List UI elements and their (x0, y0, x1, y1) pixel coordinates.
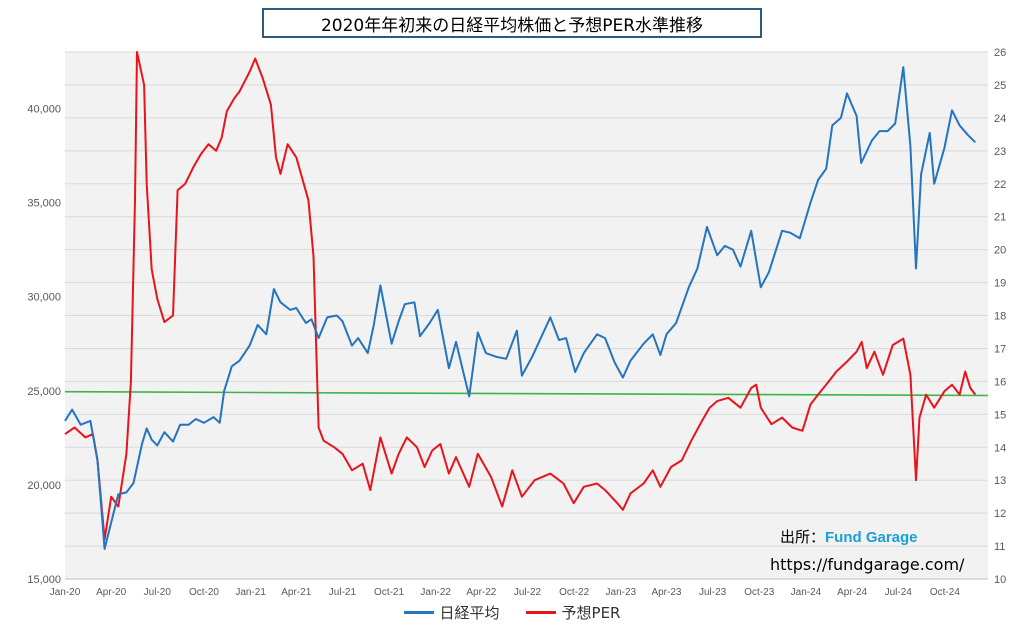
x-tick-label: Jan-20 (50, 587, 81, 598)
x-tick-label: Apr-20 (96, 587, 126, 598)
y-left-tick-label: 15,000 (27, 574, 61, 586)
y-left-tick-label: 35,000 (27, 198, 61, 210)
y-right-tick-label: 26 (994, 47, 1006, 59)
x-tick-label: Oct-24 (930, 587, 960, 598)
source-label: 出所： (780, 528, 826, 546)
reference-line (64, 390, 989, 397)
legend-swatch-per (525, 610, 556, 614)
y-left-tick-label: 30,000 (27, 292, 61, 304)
y-right-tick-label: 25 (994, 80, 1006, 92)
x-tick-label: Apr-22 (466, 587, 496, 598)
y-right-tick-label: 20 (994, 245, 1006, 257)
y-right-tick-label: 15 (994, 409, 1006, 421)
source-url: https://fundgarage.com/ (770, 555, 965, 574)
y-right-tick-label: 17 (994, 343, 1006, 355)
x-tick-label: Jul-20 (144, 587, 172, 598)
y-right-tick-label: 11 (994, 541, 1005, 553)
y-left-tick-label: 20,000 (27, 480, 61, 492)
x-tick-label: Apr-23 (651, 587, 681, 598)
y-left-tick-label: 40,000 (27, 103, 61, 115)
y-right-tick-label: 12 (994, 508, 1006, 520)
x-tick-label: Jul-22 (514, 587, 542, 598)
series-line-per (64, 51, 977, 541)
x-tick-label: Oct-21 (374, 587, 404, 598)
y-right-tick-label: 24 (994, 113, 1006, 125)
x-tick-label: Jan-23 (606, 587, 637, 598)
x-tick-label: Jul-24 (885, 587, 913, 598)
x-tick-label: Apr-24 (837, 587, 867, 598)
source-credit: 出所：Fund Garage (780, 526, 918, 547)
series-line-nikkei (64, 66, 977, 550)
legend-label-per: 予想PER (561, 603, 621, 622)
legend-swatch-nikkei (403, 610, 434, 614)
x-tick-label: Oct-22 (559, 587, 589, 598)
y-right-tick-label: 10 (994, 574, 1006, 586)
y-right-tick-label: 18 (994, 311, 1006, 323)
y-right-tick-label: 14 (994, 442, 1006, 454)
y-right-tick-label: 16 (994, 376, 1006, 388)
x-tick-label: Jul-21 (329, 587, 357, 598)
y-right-tick-label: 23 (994, 146, 1006, 158)
x-tick-label: Apr-21 (281, 587, 311, 598)
y-right-tick-label: 21 (994, 212, 1006, 224)
y-right-tick-label: 22 (994, 179, 1006, 191)
y-right-tick-label: 19 (994, 278, 1006, 290)
x-tick-label: Oct-23 (744, 587, 774, 598)
chart-title: 2020年年初来の日経平均株価と予想PER水準推移 (262, 8, 762, 38)
legend-item-per: 予想PER (525, 602, 621, 623)
y-right-tick-label: 13 (994, 475, 1006, 487)
source-brand: Fund Garage (825, 529, 918, 546)
y-left-tick-label: 25,000 (27, 386, 61, 398)
legend-item-nikkei: 日経平均 (403, 602, 500, 623)
x-tick-label: Jan-22 (420, 587, 451, 598)
x-tick-label: Jan-24 (791, 587, 822, 598)
x-tick-label: Oct-20 (189, 587, 219, 598)
legend-label-nikkei: 日経平均 (439, 603, 500, 622)
x-tick-label: Jul-23 (699, 587, 727, 598)
legend: 日経平均 予想PER (0, 600, 1024, 624)
x-tick-label: Jan-21 (235, 587, 266, 598)
